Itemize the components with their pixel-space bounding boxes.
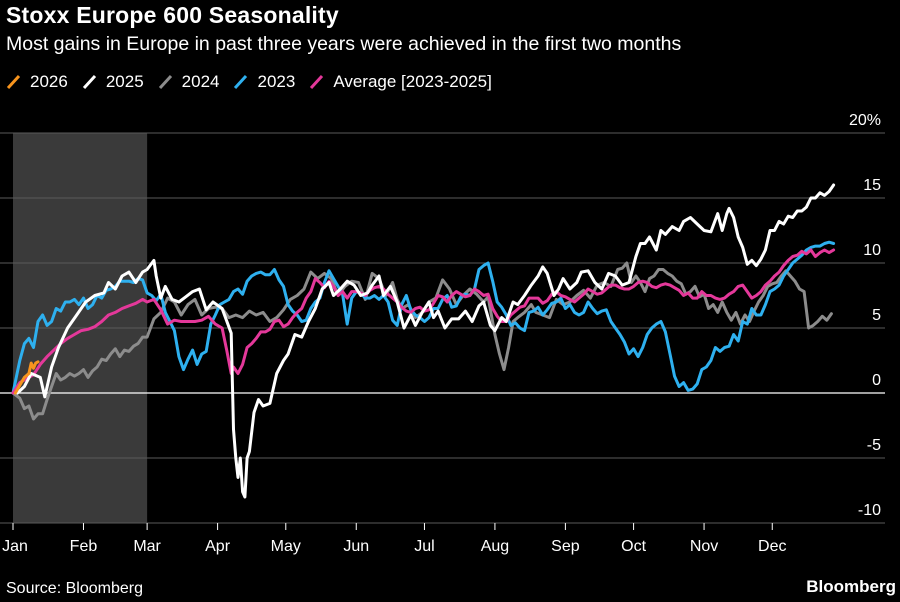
series-line-2024 <box>11 261 833 421</box>
gridlines: -10 -5 0 5 10 15 20% <box>0 112 885 524</box>
x-tick-label: Nov <box>690 538 718 555</box>
legend-item-2025: 2025 <box>82 72 144 92</box>
source-note: Source: Bloomberg <box>6 580 143 597</box>
legend-swatch-2026 <box>6 74 21 90</box>
x-tick-label: Oct <box>621 538 646 555</box>
legend-item-2026: 2026 <box>6 72 68 92</box>
x-tick-label: Jan <box>2 538 28 555</box>
series-lines <box>11 183 836 499</box>
y-tick-label: 15 <box>863 177 881 194</box>
series-line-2023 <box>11 240 836 395</box>
legend-label-2023: 2023 <box>257 72 296 91</box>
x-tick-label: Dec <box>758 538 786 555</box>
x-tick-label: Mar <box>133 538 161 555</box>
y-tick-label: 0 <box>872 372 881 389</box>
legend-label-2025: 2025 <box>105 72 144 91</box>
legend-swatch-2023 <box>234 74 248 90</box>
legend-swatch-2025 <box>82 74 96 90</box>
series-line-average-2023-2025 <box>11 248 836 395</box>
x-axis: Jan Feb Mar Apr May Jun Jul Aug Sep Oct Nov Dec <box>2 523 786 555</box>
x-tick-label: Feb <box>70 538 98 555</box>
y-tick-label: -10 <box>858 502 881 519</box>
y-tick-label: 5 <box>872 307 881 324</box>
legend-label-average: Average [2023-2025] <box>333 72 492 91</box>
x-tick-label: Sep <box>551 538 580 555</box>
series-line-2025 <box>16 183 836 499</box>
bloomberg-logo: Bloomberg <box>806 577 896 596</box>
legend-label-2024: 2024 <box>181 72 220 91</box>
legend-item-2023: 2023 <box>233 72 295 92</box>
legend-item-2024: 2024 <box>158 72 220 92</box>
x-tick-label: Jun <box>343 538 369 555</box>
chart-title: Stoxx Europe 600 Seasonality <box>6 2 339 28</box>
x-tick-label: Aug <box>481 538 509 555</box>
y-tick-label: 10 <box>863 242 881 259</box>
legend-swatch-average <box>310 74 324 90</box>
legend-item-average: Average [2023-2025] <box>309 72 492 92</box>
x-tick-label: Apr <box>205 538 231 555</box>
y-tick-label: 20% <box>849 112 881 129</box>
x-tick-label: Jul <box>414 538 434 555</box>
legend-label-2026: 2026 <box>30 72 68 91</box>
chart-legend: 2026 2025 2024 2023 Average [2023-2025] <box>6 72 506 92</box>
y-tick-label: -5 <box>867 437 881 454</box>
chart-subtitle: Most gains in Europe in past three years… <box>6 33 682 55</box>
series-line-2026 <box>13 360 40 395</box>
x-tick-label: May <box>271 538 301 555</box>
legend-swatch-2024 <box>158 74 172 90</box>
